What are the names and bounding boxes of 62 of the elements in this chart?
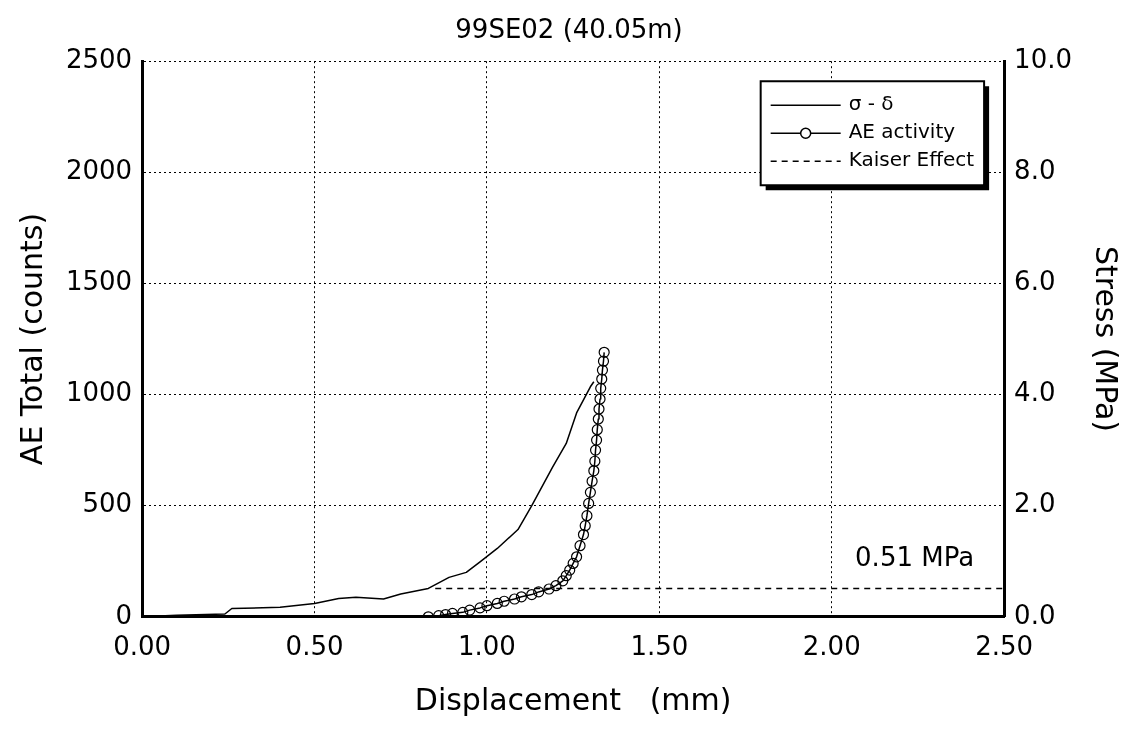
x-tick-label: 1.50 [630,631,689,662]
legend-label: σ - δ [848,91,894,116]
chart-title: 99SE02 (40.05m) [455,14,683,45]
legend-label: Kaiser Effect [848,147,975,172]
y2-tick-label: 2.0 [1014,488,1056,519]
point [498,595,510,607]
point [595,382,607,394]
y-tick-label: 2000 [66,155,133,186]
point [557,575,569,587]
y-axis-title: AE Total (counts) [13,212,49,466]
y2-tick-label: 4.0 [1014,377,1056,408]
point [596,373,608,385]
point [596,364,609,376]
legend-label: AE activity [848,119,956,144]
y-tick-label: 2500 [66,43,133,74]
point [593,403,605,415]
y2-tick-label: 6.0 [1014,266,1056,297]
y2-tick-label: 8.0 [1014,155,1056,186]
x-tick-label: 1.00 [458,631,516,662]
point [481,600,493,612]
point [597,355,610,367]
point [550,580,562,592]
point [584,486,596,498]
point [508,593,521,605]
point [598,346,610,358]
point [589,444,602,456]
x-tick-label: 0.00 [113,631,172,662]
point [567,557,579,570]
point [579,520,591,532]
annotation: 0.51 MPa [855,541,975,572]
y-tick-label: 500 [82,488,133,519]
point [564,564,576,576]
point [474,602,486,614]
point [560,570,572,582]
point [543,583,555,595]
x-tick-label: 2.50 [975,631,1034,662]
point [574,540,586,552]
point [570,551,583,563]
y2-tick-label: 10.0 [1014,43,1072,74]
point [515,591,528,603]
point [491,597,503,610]
y-tick-label: 0 [115,599,133,630]
point [533,586,545,598]
point [594,393,606,405]
point [590,434,603,446]
point [586,475,598,487]
x-tick-label: 0.50 [285,631,344,662]
point [526,588,538,601]
y-tick-label: 1000 [66,377,133,408]
point [577,528,590,541]
point [592,413,604,425]
y2-tick-label: 0.0 [1014,599,1056,630]
point [588,465,600,477]
x-tick-label: 2.00 [802,631,861,662]
point [583,497,595,510]
point [591,424,603,436]
point [589,455,601,467]
point [581,510,593,522]
y2-axis-title: Stress (MPa) [1089,245,1125,433]
x-axis-title: Displacement (mm) [414,681,732,717]
point [464,604,476,616]
y-tick-label: 1500 [66,266,133,297]
